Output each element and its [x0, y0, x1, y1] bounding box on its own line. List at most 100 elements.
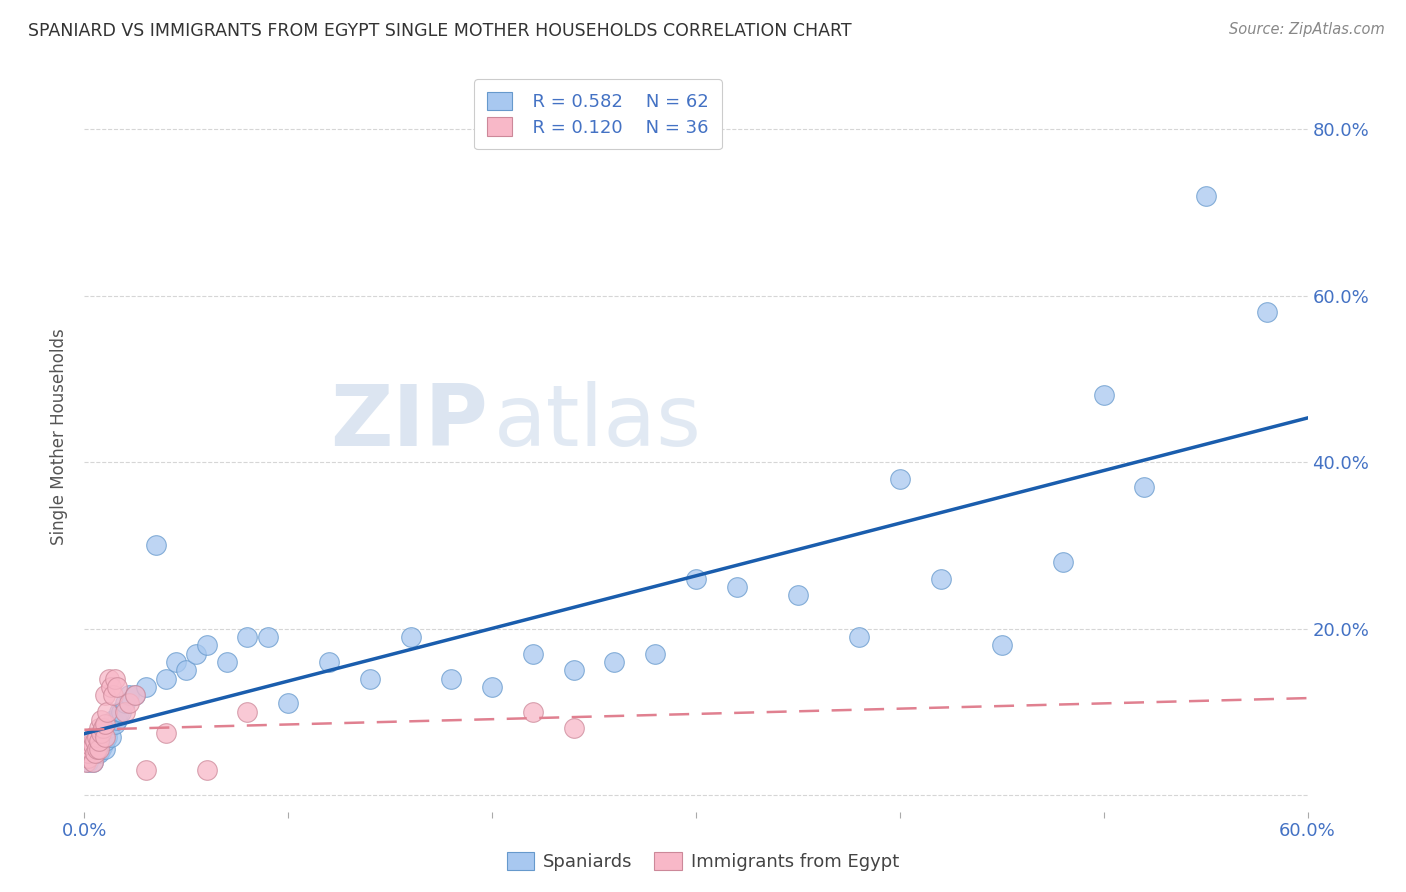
- Point: [562, 663, 585, 677]
- Point: [77, 747, 100, 761]
- Point: [82, 755, 104, 769]
- Point: [481, 680, 503, 694]
- Point: [114, 697, 136, 711]
- Point: [91, 738, 114, 752]
- Point: [105, 713, 128, 727]
- Point: [93, 722, 115, 736]
- Point: [83, 730, 105, 744]
- Point: [83, 734, 105, 748]
- Legend:   R = 0.582    N = 62,   R = 0.120    N = 36: R = 0.582 N = 62, R = 0.120 N = 36: [474, 79, 721, 149]
- Point: [86, 734, 108, 748]
- Point: [318, 655, 340, 669]
- Point: [91, 725, 114, 739]
- Point: [186, 647, 208, 661]
- Point: [135, 680, 157, 694]
- Point: [93, 742, 115, 756]
- Point: [93, 688, 115, 702]
- Point: [90, 713, 112, 727]
- Point: [848, 630, 870, 644]
- Point: [135, 763, 157, 777]
- Point: [86, 742, 108, 756]
- Point: [77, 755, 100, 769]
- Point: [118, 688, 141, 702]
- Point: [87, 734, 110, 748]
- Point: [1256, 305, 1278, 319]
- Point: [79, 747, 101, 761]
- Point: [101, 688, 124, 702]
- Point: [195, 638, 218, 652]
- Point: [75, 755, 97, 769]
- Point: [359, 672, 381, 686]
- Point: [685, 572, 707, 586]
- Point: [562, 722, 585, 736]
- Point: [82, 738, 104, 752]
- Point: [217, 655, 239, 669]
- Point: [96, 705, 118, 719]
- Point: [104, 717, 127, 731]
- Point: [97, 722, 120, 736]
- Point: [522, 647, 544, 661]
- Point: [91, 722, 114, 736]
- Point: [991, 638, 1014, 652]
- Point: [105, 680, 128, 694]
- Point: [1133, 480, 1156, 494]
- Point: [82, 730, 104, 744]
- Point: [124, 688, 146, 702]
- Point: [93, 730, 115, 744]
- Point: [79, 742, 101, 756]
- Point: [93, 717, 115, 731]
- Point: [1052, 555, 1074, 569]
- Point: [522, 705, 544, 719]
- Point: [644, 647, 666, 661]
- Point: [79, 738, 101, 752]
- Point: [87, 730, 110, 744]
- Point: [155, 672, 177, 686]
- Point: [90, 725, 112, 739]
- Point: [440, 672, 463, 686]
- Point: [1092, 388, 1115, 402]
- Point: [90, 742, 112, 756]
- Point: [100, 680, 122, 694]
- Point: [145, 538, 167, 552]
- Point: [87, 722, 110, 736]
- Point: [174, 663, 197, 677]
- Point: [118, 697, 141, 711]
- Point: [929, 572, 952, 586]
- Point: [101, 713, 124, 727]
- Point: [104, 672, 127, 686]
- Point: [108, 705, 131, 719]
- Point: [725, 580, 748, 594]
- Point: [87, 742, 110, 756]
- Point: [83, 738, 105, 752]
- Point: [97, 672, 120, 686]
- Point: [77, 750, 100, 764]
- Point: [124, 688, 146, 702]
- Point: [155, 725, 177, 739]
- Point: [787, 588, 810, 602]
- Point: [93, 734, 115, 748]
- Point: [79, 738, 101, 752]
- Legend: Spaniards, Immigrants from Egypt: Spaniards, Immigrants from Egypt: [501, 846, 905, 879]
- Point: [257, 630, 280, 644]
- Point: [86, 730, 108, 744]
- Point: [889, 472, 911, 486]
- Point: [87, 747, 110, 761]
- Point: [83, 747, 105, 761]
- Point: [277, 697, 299, 711]
- Point: [83, 747, 105, 761]
- Y-axis label: Single Mother Households: Single Mother Households: [51, 329, 69, 545]
- Point: [86, 747, 108, 761]
- Point: [114, 705, 136, 719]
- Point: [82, 755, 104, 769]
- Text: SPANIARD VS IMMIGRANTS FROM EGYPT SINGLE MOTHER HOUSEHOLDS CORRELATION CHART: SPANIARD VS IMMIGRANTS FROM EGYPT SINGLE…: [28, 22, 852, 40]
- Point: [1195, 188, 1218, 202]
- Text: Source: ZipAtlas.com: Source: ZipAtlas.com: [1229, 22, 1385, 37]
- Text: atlas: atlas: [494, 381, 702, 464]
- Point: [90, 734, 112, 748]
- Point: [236, 630, 259, 644]
- Point: [165, 655, 187, 669]
- Text: ZIP: ZIP: [330, 381, 488, 464]
- Point: [195, 763, 218, 777]
- Point: [110, 705, 132, 719]
- Point: [96, 730, 118, 744]
